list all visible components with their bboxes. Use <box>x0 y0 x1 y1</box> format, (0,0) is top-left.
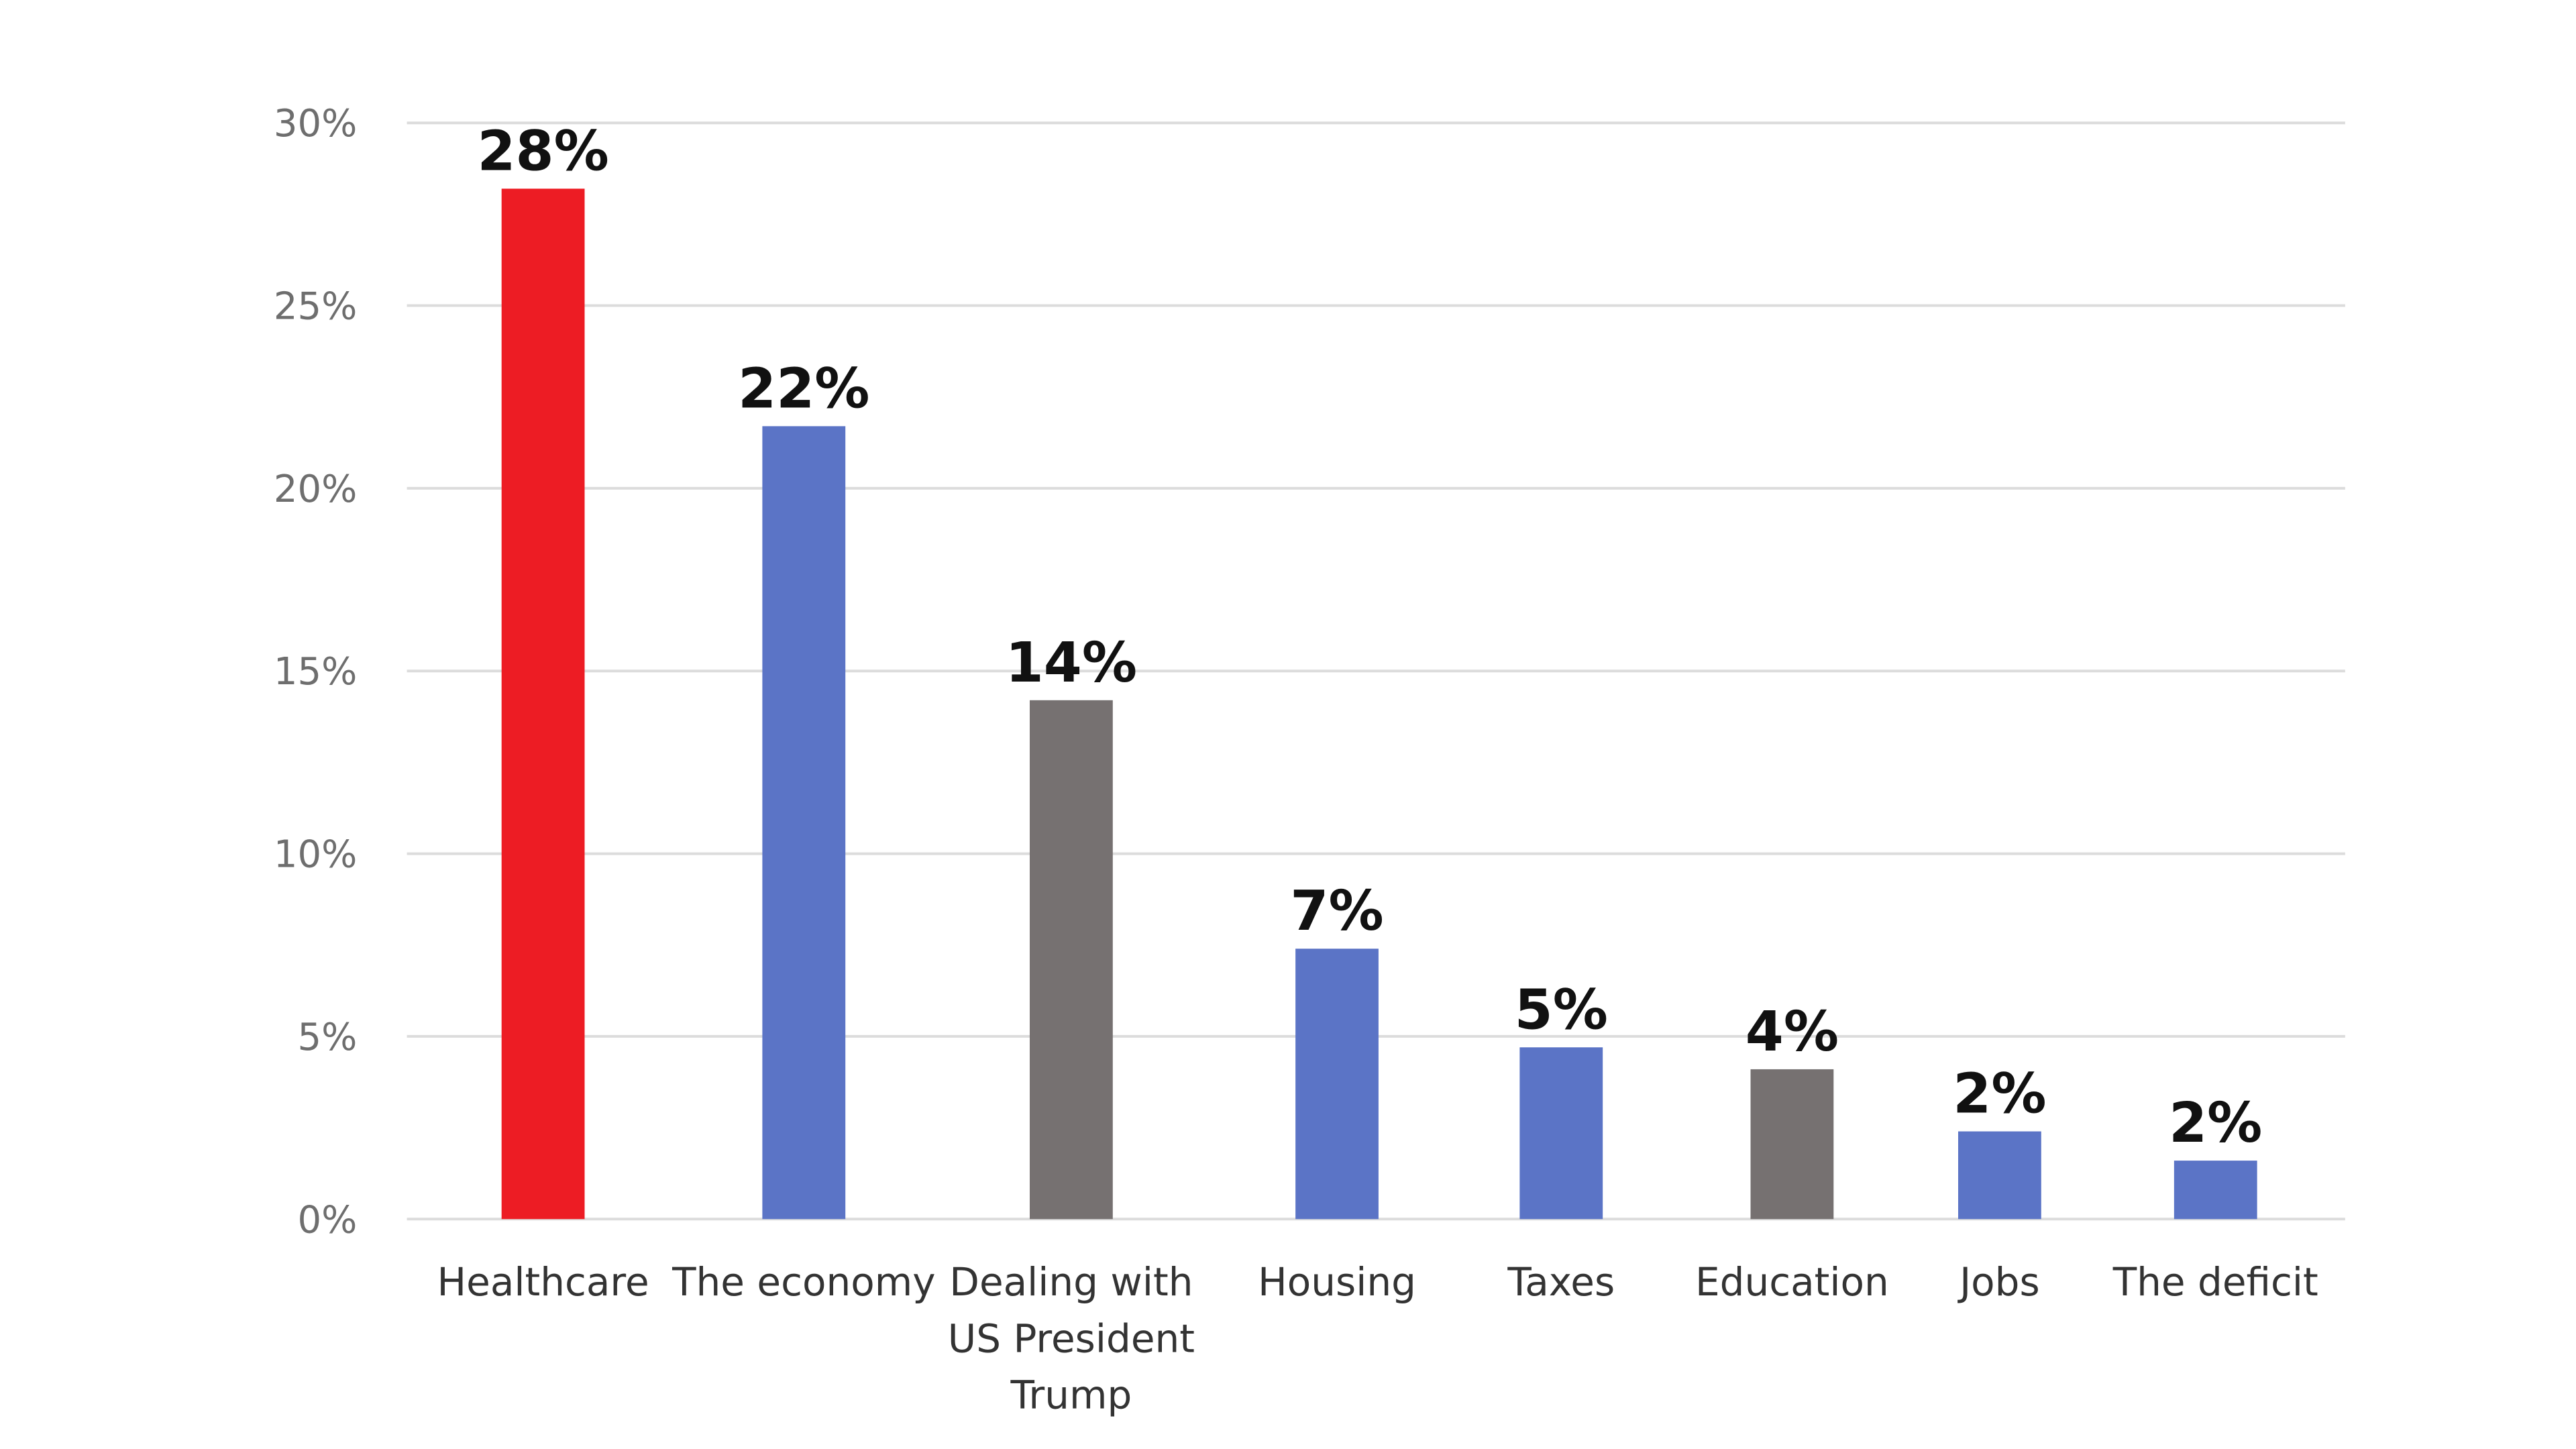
y-tick-label: 20% <box>274 468 357 511</box>
y-tick-label: 5% <box>297 1016 357 1059</box>
y-tick-label: 15% <box>274 650 357 694</box>
data-labels: 28% 22% 14% 7% 5% 4% 2% 2% <box>477 119 2262 1155</box>
x-tick-label: Healthcare <box>437 1259 649 1305</box>
gridlines <box>407 121 2345 1221</box>
data-label: 28% <box>477 119 608 183</box>
bar <box>1295 949 1379 1220</box>
data-label: 2% <box>1953 1063 2046 1126</box>
y-tick-label: 0% <box>297 1198 357 1242</box>
x-tick-label: Taxes <box>1507 1259 1615 1305</box>
bars <box>501 189 2257 1220</box>
x-tick-label: Housing <box>1258 1259 1416 1305</box>
y-tick-label: 25% <box>274 285 357 329</box>
bar <box>2174 1161 2257 1220</box>
y-axis-ticks: 0% 5% 10% 15% 20% 25% 30% <box>274 102 357 1242</box>
bar <box>762 426 846 1220</box>
data-label: 2% <box>2169 1091 2262 1155</box>
y-tick-label: 10% <box>274 833 357 877</box>
bar <box>1957 1131 2041 1220</box>
x-tick-label: Jobs <box>1957 1259 2040 1305</box>
x-tick-label: Education <box>1695 1259 1889 1305</box>
y-tick-label: 30% <box>274 102 357 146</box>
x-tick-label: The economy <box>672 1259 935 1305</box>
x-tick-label: Dealing with US President Trump <box>948 1259 1195 1417</box>
data-label: 4% <box>1746 1000 1839 1064</box>
x-tick-label: The deficit <box>2112 1259 2318 1305</box>
data-label: 7% <box>1290 879 1383 943</box>
data-label: 14% <box>1006 631 1137 695</box>
data-label: 5% <box>1515 978 1608 1042</box>
bar <box>501 189 585 1220</box>
bar <box>1750 1069 1834 1220</box>
bar <box>1519 1047 1603 1220</box>
x-axis-ticks: Healthcare The economy Dealing with US Pres… <box>437 1259 2318 1417</box>
data-label: 22% <box>738 357 869 421</box>
bar <box>1030 700 1113 1220</box>
